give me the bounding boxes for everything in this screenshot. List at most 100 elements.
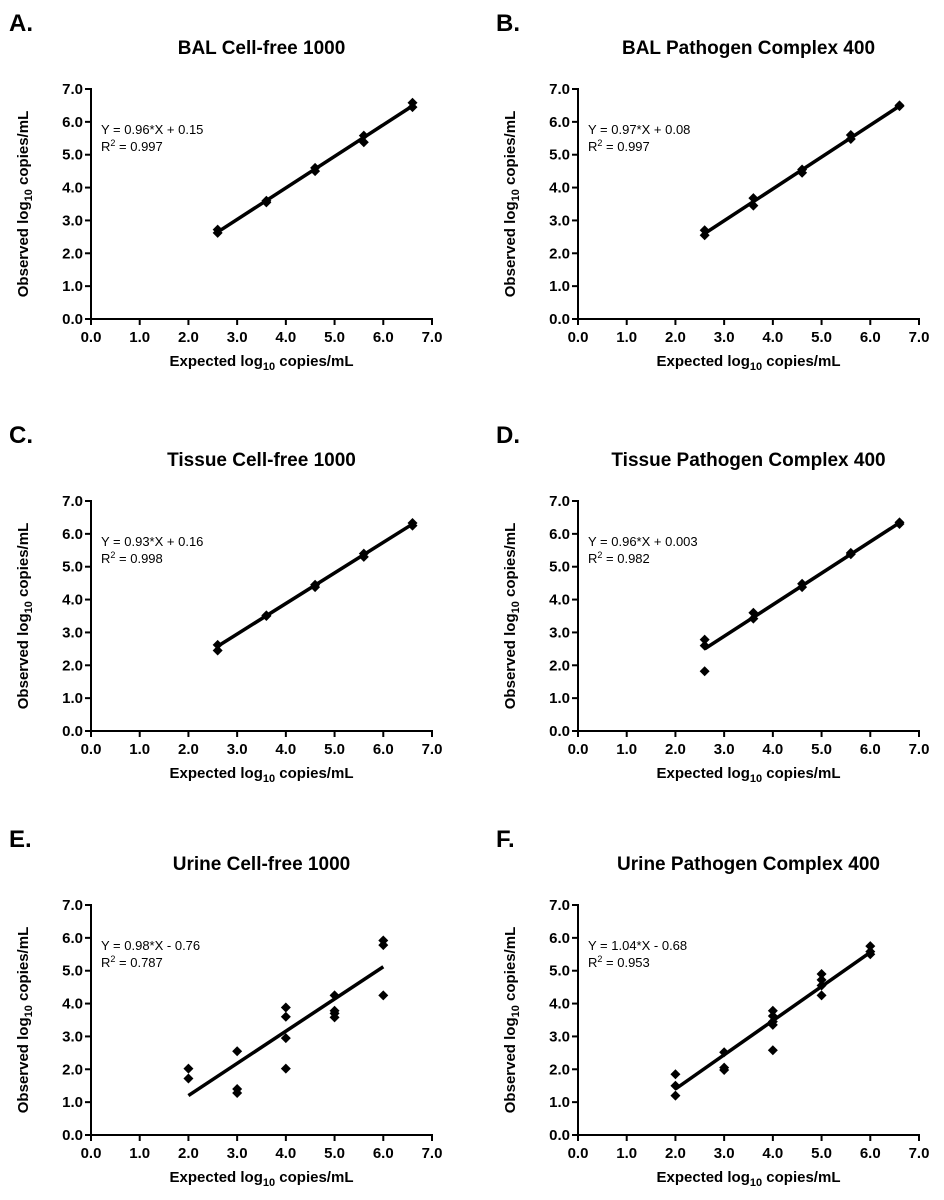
y-tick-label: 2.0: [62, 657, 83, 674]
data-point: [797, 164, 808, 175]
data-point: [183, 1063, 194, 1074]
x-tick-label: 5.0: [324, 741, 345, 758]
x-tick-label: 3.0: [714, 1145, 735, 1162]
y-tick-label: 3.0: [62, 1028, 83, 1045]
panel-letter: D.: [496, 422, 520, 449]
x-tick-label: 6.0: [860, 1145, 881, 1162]
x-tick-label: 0.0: [568, 741, 589, 758]
data-point: [212, 645, 223, 656]
chart-panel-2: B. BAL Pathogen Complex 400 0.0 1.0 2.0 3.0 4.…: [496, 10, 929, 373]
y-tick-label: 0.0: [549, 311, 570, 328]
y-tick-label: 3.0: [549, 212, 570, 229]
chart-title: Tissue Pathogen Complex 400: [611, 450, 885, 471]
y-tick-label: 7.0: [549, 897, 570, 914]
data-point: [797, 578, 808, 589]
data-point: [719, 1062, 730, 1073]
data-point: [183, 1073, 194, 1084]
data-point: [767, 1005, 778, 1016]
x-tick-label: 0.0: [81, 741, 102, 758]
panel-letter: C.: [9, 422, 33, 449]
r-squared-value: 0.998: [130, 551, 163, 566]
y-tick-label: 1.0: [549, 278, 570, 295]
y-tick-label: 0.0: [549, 1127, 570, 1144]
chart-title: Tissue Cell-free 1000: [167, 450, 356, 471]
x-tick-label: 1.0: [129, 329, 150, 346]
data-point: [212, 224, 223, 235]
x-axis-label: Expected log10 copies/mL: [170, 353, 354, 373]
x-tick-label: 7.0: [422, 1145, 443, 1162]
y-tick-label: 7.0: [549, 493, 570, 510]
panel-letter: F.: [496, 826, 515, 853]
y-tick-label: 3.0: [549, 624, 570, 641]
y-tick-label: 2.0: [549, 657, 570, 674]
regression-equation: Y = 1.04*X - 0.68: [588, 938, 687, 953]
x-tick-label: 3.0: [227, 741, 248, 758]
y-tick-label: 5.0: [62, 147, 83, 164]
data-point: [280, 1063, 291, 1074]
x-tick-label: 7.0: [909, 741, 930, 758]
x-axis-label: Expected log10 copies/mL: [657, 765, 841, 785]
r-squared-label: R2 = 0.998: [101, 550, 163, 566]
r-squared-label: R2 = 0.982: [588, 550, 650, 566]
x-tick-label: 5.0: [811, 329, 832, 346]
data-point: [699, 640, 710, 651]
y-tick-label: 3.0: [62, 212, 83, 229]
data-point: [767, 1016, 778, 1027]
chart-title: Urine Cell-free 1000: [173, 854, 350, 875]
x-tick-label: 0.0: [568, 329, 589, 346]
data-point: [767, 1011, 778, 1022]
data-point: [894, 100, 905, 111]
x-tick-label: 7.0: [909, 329, 930, 346]
r-squared-value: 0.982: [617, 551, 650, 566]
y-tick-label: 0.0: [549, 723, 570, 740]
data-point: [378, 990, 389, 1001]
data-point: [261, 610, 272, 621]
r-squared-value: 0.953: [617, 955, 650, 970]
data-point: [329, 1005, 340, 1016]
panel-letter: A.: [9, 10, 33, 37]
panel-letter: E.: [9, 826, 32, 853]
data-point: [358, 130, 369, 141]
x-tick-label: 7.0: [909, 1145, 930, 1162]
y-tick-label: 7.0: [62, 493, 83, 510]
data-point: [865, 946, 876, 957]
chart-title: BAL Cell-free 1000: [178, 38, 346, 59]
x-tick-label: 4.0: [762, 1145, 783, 1162]
data-point: [670, 1080, 681, 1091]
y-tick-label: 4.0: [62, 592, 83, 609]
x-tick-label: 5.0: [324, 329, 345, 346]
y-tick-label: 5.0: [549, 963, 570, 980]
data-point: [310, 162, 321, 173]
x-tick-label: 1.0: [129, 741, 150, 758]
x-tick-label: 4.0: [275, 329, 296, 346]
x-axis-label: Expected log10 copies/mL: [657, 353, 841, 373]
data-point: [748, 607, 759, 618]
data-point: [378, 935, 389, 946]
x-tick-label: 3.0: [714, 741, 735, 758]
data-point: [280, 1011, 291, 1022]
x-tick-label: 3.0: [227, 329, 248, 346]
x-axis-label: Expected log10 copies/mL: [657, 1169, 841, 1189]
y-tick-label: 1.0: [549, 690, 570, 707]
x-tick-label: 1.0: [616, 1145, 637, 1162]
data-point: [816, 980, 827, 991]
y-tick-label: 1.0: [62, 278, 83, 295]
data-point: [232, 1084, 243, 1094]
x-tick-label: 2.0: [665, 329, 686, 346]
y-tick-label: 6.0: [62, 114, 83, 131]
y-tick-label: 6.0: [549, 526, 570, 543]
x-tick-label: 1.0: [129, 1145, 150, 1162]
x-tick-label: 2.0: [665, 1145, 686, 1162]
data-point: [748, 200, 759, 211]
data-point: [670, 1069, 681, 1080]
x-tick-label: 4.0: [275, 741, 296, 758]
y-tick-label: 7.0: [62, 81, 83, 98]
x-tick-label: 4.0: [275, 1145, 296, 1162]
y-axis-label: Observed log10 copies/mL: [15, 927, 35, 1113]
x-tick-label: 2.0: [178, 329, 199, 346]
x-tick-label: 2.0: [178, 741, 199, 758]
data-point: [767, 1045, 778, 1056]
regression-line: [187, 965, 385, 1098]
data-point: [699, 634, 710, 645]
x-tick-label: 7.0: [422, 741, 443, 758]
